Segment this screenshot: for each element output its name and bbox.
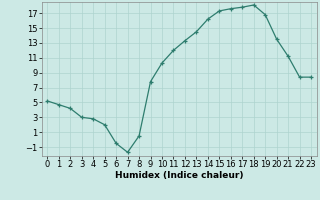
X-axis label: Humidex (Indice chaleur): Humidex (Indice chaleur) xyxy=(115,171,244,180)
